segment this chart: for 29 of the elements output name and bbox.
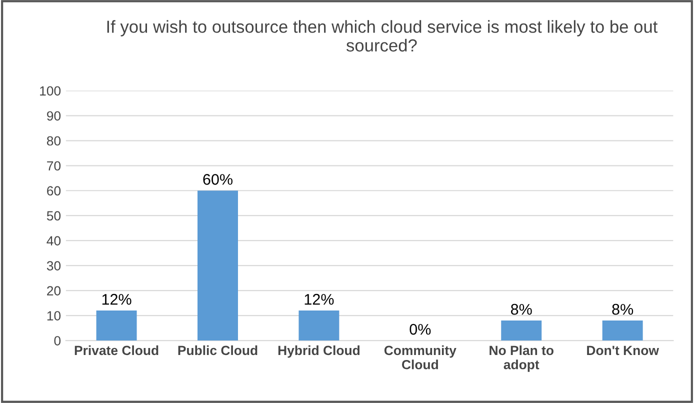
y-tick-label: 50 bbox=[46, 211, 61, 221]
bar bbox=[298, 310, 340, 341]
bar bbox=[501, 320, 542, 341]
y-tick-label: 20 bbox=[47, 286, 61, 296]
bar bbox=[602, 320, 643, 341]
y-tick-label: 30 bbox=[46, 261, 61, 270]
bar bbox=[198, 190, 238, 341]
x-tick-label: No Plan to adopt bbox=[490, 345, 554, 372]
bar bbox=[96, 310, 137, 341]
chart-title: If you wish to outsource then which cloud service is most likely to be out sourced? bbox=[107, 20, 658, 52]
data-label: 8% bbox=[612, 304, 634, 315]
y-tick-label: 0 bbox=[54, 336, 61, 346]
data-label: 12% bbox=[304, 294, 334, 305]
data-label: 12% bbox=[102, 294, 132, 305]
y-tick-label: 80 bbox=[46, 136, 61, 146]
data-label: 0% bbox=[410, 324, 431, 335]
y-tick-label: 60 bbox=[47, 186, 61, 196]
x-tick-label: Don't Know bbox=[587, 346, 659, 356]
x-tick-label: Private Cloud bbox=[74, 345, 158, 356]
data-label: 8% bbox=[510, 304, 532, 315]
x-tick-label: Community Cloud bbox=[384, 345, 456, 370]
x-tick-label: Public Cloud bbox=[178, 345, 258, 356]
y-tick-label: 100 bbox=[40, 86, 61, 96]
y-tick-label: 70 bbox=[47, 161, 61, 171]
y-tick-label: 10 bbox=[47, 311, 61, 320]
data-label: 60% bbox=[203, 174, 232, 185]
y-tick-label: 40 bbox=[46, 236, 61, 246]
y-tick-label: 90 bbox=[47, 111, 61, 121]
x-tick-label: Hybrid Cloud bbox=[278, 345, 360, 358]
